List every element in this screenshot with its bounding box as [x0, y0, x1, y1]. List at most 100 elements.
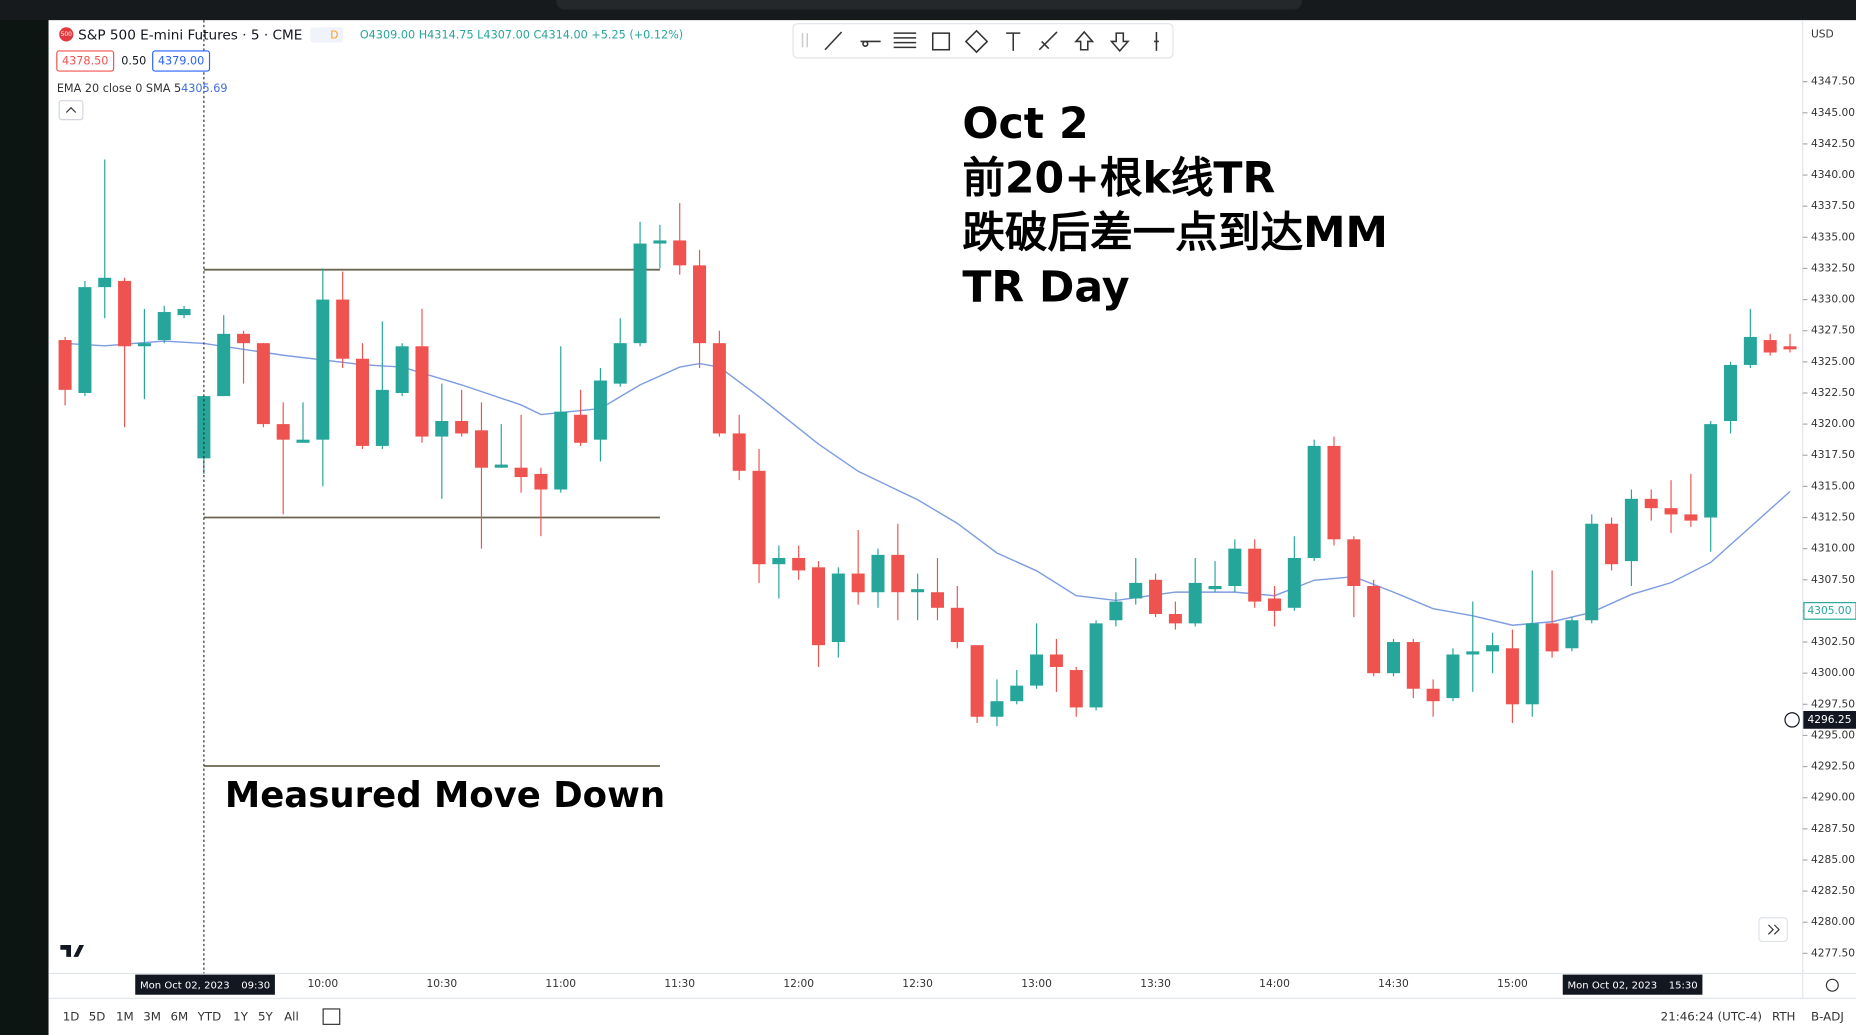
candle-body — [633, 243, 647, 344]
y-tick-label: 4332.50 — [1811, 261, 1855, 274]
candle-body — [336, 299, 350, 359]
range-button[interactable]: 5Y — [258, 1010, 274, 1024]
fib-tool[interactable] — [893, 32, 917, 49]
y-tick-label: 4320.00 — [1811, 417, 1855, 430]
range-button[interactable]: YTD — [197, 1010, 222, 1024]
candle-body — [1208, 586, 1222, 590]
settings-icon[interactable] — [1825, 978, 1839, 992]
candle-body — [930, 592, 944, 608]
high-value: H4314.75 — [419, 29, 474, 42]
candle-body — [1525, 623, 1539, 705]
y-tick-label: 4330.00 — [1811, 293, 1855, 306]
candle-body — [1763, 340, 1777, 353]
rect-tool[interactable] — [931, 32, 951, 51]
range-button[interactable]: 1Y — [233, 1010, 249, 1024]
candle-body — [1684, 514, 1698, 521]
candle-body — [693, 265, 707, 344]
trend-line-tool[interactable] — [824, 31, 843, 51]
toolbar-icons — [801, 29, 1159, 54]
clock: 21:46:24 (UTC-4) — [1661, 1010, 1762, 1024]
y-tick-label: 4322.50 — [1811, 386, 1855, 399]
drag-handle[interactable] — [801, 33, 809, 48]
x-tick-label: 11:00 — [545, 977, 576, 990]
candle-body — [732, 433, 746, 471]
candle-body — [1069, 670, 1083, 708]
drawing-toolbar — [792, 23, 1174, 59]
status-badge — [310, 27, 344, 43]
candle-body — [375, 389, 389, 446]
candle-body — [1010, 685, 1024, 702]
candle-body — [831, 573, 845, 643]
candle-body — [1406, 642, 1420, 689]
text-tool[interactable] — [1006, 32, 1021, 51]
candle-body — [911, 589, 925, 593]
candle-body — [752, 470, 766, 565]
ask-box[interactable] — [152, 50, 211, 72]
path-tool[interactable] — [964, 29, 989, 54]
symbol-name[interactable]: S&P 500 E-mini Futures · 5 · CME — [78, 28, 302, 44]
price-marker — [1803, 710, 1856, 729]
y-tick-label: 4287.50 — [1811, 822, 1855, 835]
arrow-up-tool[interactable] — [1074, 30, 1095, 51]
candle-body — [1109, 601, 1123, 621]
symbol-logo — [59, 27, 74, 42]
crosshair-date: Mon Oct 02, 2023 — [1567, 980, 1657, 991]
candle-body — [197, 396, 211, 459]
crosshair-label-bg — [1562, 974, 1703, 995]
candle-body — [316, 299, 330, 440]
candle-body — [1724, 364, 1738, 421]
y-tick-label: 4347.50 — [1811, 75, 1855, 88]
vline-tool[interactable] — [1154, 31, 1159, 51]
ray-tool[interactable] — [860, 40, 881, 47]
y-tick-label: 4295.00 — [1811, 728, 1855, 741]
candle-body — [1624, 498, 1638, 562]
x-tick-label: 10:30 — [426, 977, 457, 990]
candle-body — [574, 414, 588, 443]
candle-body — [1446, 654, 1460, 699]
y-tick-label: 4340.00 — [1811, 168, 1855, 181]
range-button[interactable]: 1D — [63, 1010, 80, 1024]
range-button[interactable]: All — [284, 1010, 299, 1024]
x-tick-label: 14:00 — [1259, 977, 1290, 990]
range-button[interactable]: 5D — [89, 1010, 106, 1024]
candle-body — [712, 343, 726, 434]
crosshair-label-bg — [135, 974, 275, 995]
candle-body — [474, 430, 488, 468]
range-button[interactable]: 6M — [170, 1010, 188, 1024]
y-tick-label: 4327.50 — [1811, 324, 1855, 337]
adjust[interactable]: B-ADJ — [1811, 1010, 1844, 1024]
candle-body — [1168, 614, 1182, 624]
candle-body — [1307, 445, 1321, 558]
measure-tool[interactable] — [1038, 31, 1058, 51]
candle-body — [1704, 424, 1718, 518]
candle-body — [157, 312, 171, 341]
candle-body — [494, 464, 508, 468]
calendar-icon[interactable] — [322, 1008, 341, 1025]
bid-box[interactable] — [56, 50, 115, 72]
range-button[interactable]: 1M — [116, 1010, 134, 1024]
candle-body — [514, 467, 528, 478]
arrow-down-tool[interactable] — [1109, 32, 1130, 53]
crosshair-plus — [1784, 712, 1800, 728]
candle-body — [1565, 620, 1579, 649]
candle-body — [1287, 557, 1301, 608]
open-value: O4309.00 — [360, 29, 415, 42]
ohlc-values: O4309.00 H4314.75 L4307.00 C4314.00 +5.2… — [360, 29, 683, 42]
bid-price: 4378.50 — [62, 55, 108, 68]
candle-body — [256, 343, 270, 425]
candle-body — [1129, 582, 1143, 599]
x-tick-label: 10:00 — [308, 977, 339, 990]
collapse-button[interactable] — [58, 100, 84, 121]
candle-body — [1505, 648, 1519, 705]
candle-body — [98, 277, 112, 288]
session[interactable]: RTH — [1772, 1010, 1795, 1024]
indicator-name[interactable]: EMA 20 close 0 SMA 5 — [57, 82, 181, 95]
range-button[interactable]: 3M — [143, 1010, 161, 1024]
y-tick-label: 4307.50 — [1811, 573, 1855, 586]
x-tick-label: 12:00 — [783, 977, 814, 990]
y-tick-label: 4325.00 — [1811, 355, 1855, 368]
x-tick-label: 13:00 — [1021, 977, 1052, 990]
candle-body — [1248, 548, 1262, 602]
candle-body — [1367, 586, 1381, 674]
